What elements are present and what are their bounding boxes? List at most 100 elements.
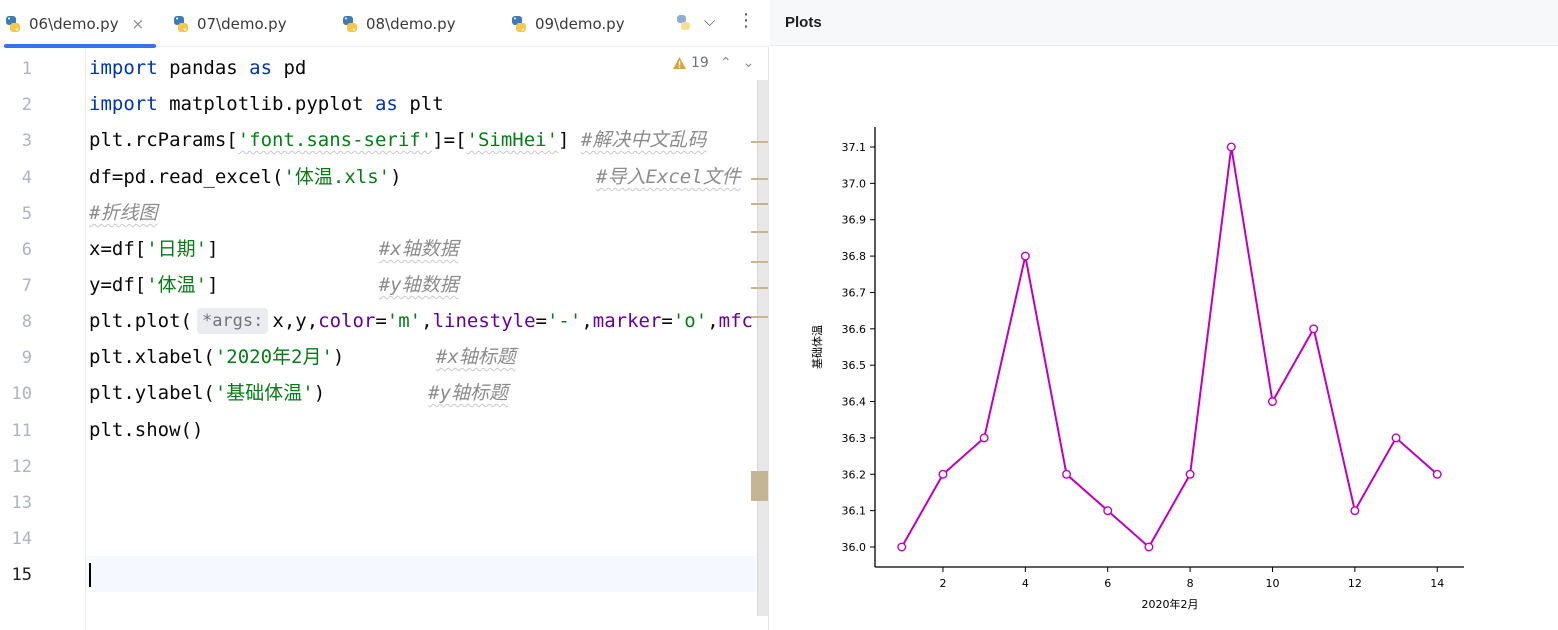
data-point [1103, 506, 1113, 516]
data-point [1350, 506, 1360, 516]
x-tick-label: 6 [1104, 577, 1111, 590]
chevron-up-icon[interactable]: ⌃ [719, 55, 732, 71]
y-tick-label: 37.0 [842, 177, 867, 190]
data-point [1185, 469, 1195, 479]
code-line-8: plt.plot(*args: x,y,color='m',linestyle='… [89, 308, 753, 334]
line-number: 11 [11, 421, 32, 441]
series-markers [897, 142, 1442, 552]
y-tick-label: 36.3 [842, 432, 867, 445]
line-number: 7 [21, 276, 32, 296]
y-tick-label: 36.8 [842, 250, 867, 263]
line-number: 5 [21, 204, 32, 224]
code-line-1: import pandas as pd [89, 57, 307, 79]
python-file-icon [174, 15, 188, 32]
chevron-down-icon[interactable]: ⌄ [742, 55, 755, 71]
text-cursor [89, 563, 91, 587]
python-file-icon [6, 15, 20, 32]
code-line-10: plt.ylabel('基础体温') #y轴标题 [89, 382, 509, 404]
line-number: 4 [21, 168, 32, 188]
scrollbar-marker [751, 316, 768, 318]
data-point [1267, 397, 1277, 407]
y-tick-label: 36.5 [842, 359, 867, 372]
y-tick-label: 36.0 [842, 541, 867, 554]
x-tick-label: 2 [939, 577, 946, 590]
x-tick-label: 10 [1265, 577, 1279, 590]
line-number: 2 [21, 95, 32, 115]
scrollbar-marker [751, 231, 768, 233]
line-number: 12 [11, 457, 32, 477]
data-point [1309, 324, 1319, 334]
data-point [938, 469, 948, 479]
x-axis-label: 2020年2月 [1142, 597, 1199, 611]
line-chart: 36.0 36.1 36.2 36.3 36.4 36.5 36.6 36.7 36.8 36.9… [810, 127, 1464, 611]
line-number: 8 [21, 312, 32, 332]
tab-label: 06\demo.py [29, 14, 119, 33]
code-line-7: y=df['体温'] #y轴数据 [89, 274, 459, 296]
line-number: 10 [11, 384, 32, 404]
data-point [1020, 251, 1030, 261]
code-line-3: plt.rcParams['font.sans-serif']=['SimHei… [89, 129, 707, 151]
line-number: 3 [21, 131, 32, 151]
y-tick-label: 36.6 [842, 323, 867, 336]
x-tick-label: 14 [1430, 577, 1444, 590]
vertical-scrollbar[interactable] [757, 80, 768, 616]
current-line-highlight [86, 556, 756, 592]
scrollbar-marker [751, 287, 768, 289]
line-number: 13 [11, 493, 32, 513]
code-line-6: x=df['日期'] #x轴数据 [89, 238, 459, 260]
warning-icon [673, 57, 686, 69]
plots-header: Plots [770, 0, 1558, 46]
y-tick-label: 37.1 [842, 141, 867, 154]
series-line [900, 146, 1438, 549]
python-file-icon [343, 15, 357, 32]
tab-07-demo[interactable]: 07\demo.py [172, 0, 287, 47]
scrollbar-marker [751, 141, 768, 143]
tab-06-demo[interactable]: 06\demo.py × [4, 0, 157, 48]
y-axis-label: 基础体温 [810, 325, 824, 369]
x-tick-label: 8 [1187, 577, 1194, 590]
data-point [1391, 433, 1401, 443]
more-vertical-icon[interactable]: ⋮ [737, 10, 755, 31]
x-tick-label: 12 [1348, 577, 1362, 590]
code-editor[interactable]: 06\demo.py × 07\demo.py 08\demo.py [0, 0, 769, 630]
code-line-4: df=pd.read_excel('体温.xls') #导入Excel文件 [89, 166, 741, 188]
close-icon[interactable]: × [131, 14, 145, 33]
x-ticks: 2 4 6 8 10 12 14 [939, 567, 1444, 590]
code-line-9: plt.xlabel('2020年2月') #x轴标题 [89, 346, 516, 368]
y-tick-label: 36.1 [842, 505, 867, 518]
warning-count: 19 [691, 55, 709, 71]
scrollbar-marker [751, 261, 768, 263]
parameter-hint: *args: [196, 308, 269, 334]
y-tick-label: 36.4 [842, 396, 867, 409]
data-point [897, 542, 907, 552]
python-file-icon[interactable] [676, 14, 690, 32]
tab-09-demo[interactable]: 09\demo.py [510, 0, 625, 47]
scrollbar-thumb[interactable] [751, 471, 768, 501]
tab-label: 08\demo.py [366, 14, 456, 33]
plots-title: Plots [785, 14, 822, 31]
code-area[interactable]: import pandas as pd import matplotlib.py… [89, 50, 757, 595]
data-point [1144, 542, 1154, 552]
code-line-2: import matplotlib.pyplot as plt [89, 93, 444, 115]
tab-label: 07\demo.py [197, 14, 287, 33]
data-point [1432, 469, 1442, 479]
scrollbar-marker [751, 203, 768, 205]
line-number-gutter: 1 2 3 4 5 6 7 8 9 10 11 12 13 14 15 [0, 48, 86, 630]
y-tick-label: 36.7 [842, 286, 867, 299]
scrollbar-marker [751, 178, 768, 180]
tab-label: 09\demo.py [535, 14, 625, 33]
data-point [1226, 142, 1236, 152]
x-tick-label: 4 [1022, 577, 1029, 590]
code-line-11: plt.show() [89, 419, 204, 441]
y-tick-label: 36.2 [842, 468, 867, 481]
line-number-current: 15 [11, 565, 32, 585]
y-tick-label: 36.9 [842, 214, 867, 227]
chevron-down-icon[interactable]: ⌵ [704, 12, 716, 30]
data-point [1062, 469, 1072, 479]
tab-08-demo[interactable]: 08\demo.py [341, 0, 456, 47]
plots-panel: Plots 36.0 36.1 36.2 36.3 36.4 36.5 36.6 36.7 36… [770, 0, 1558, 630]
inspections-widget[interactable]: 19 ⌃ ⌄ [672, 55, 754, 71]
line-number: 6 [21, 240, 32, 260]
line-number: 9 [21, 348, 32, 368]
active-tab-indicator [4, 44, 157, 48]
